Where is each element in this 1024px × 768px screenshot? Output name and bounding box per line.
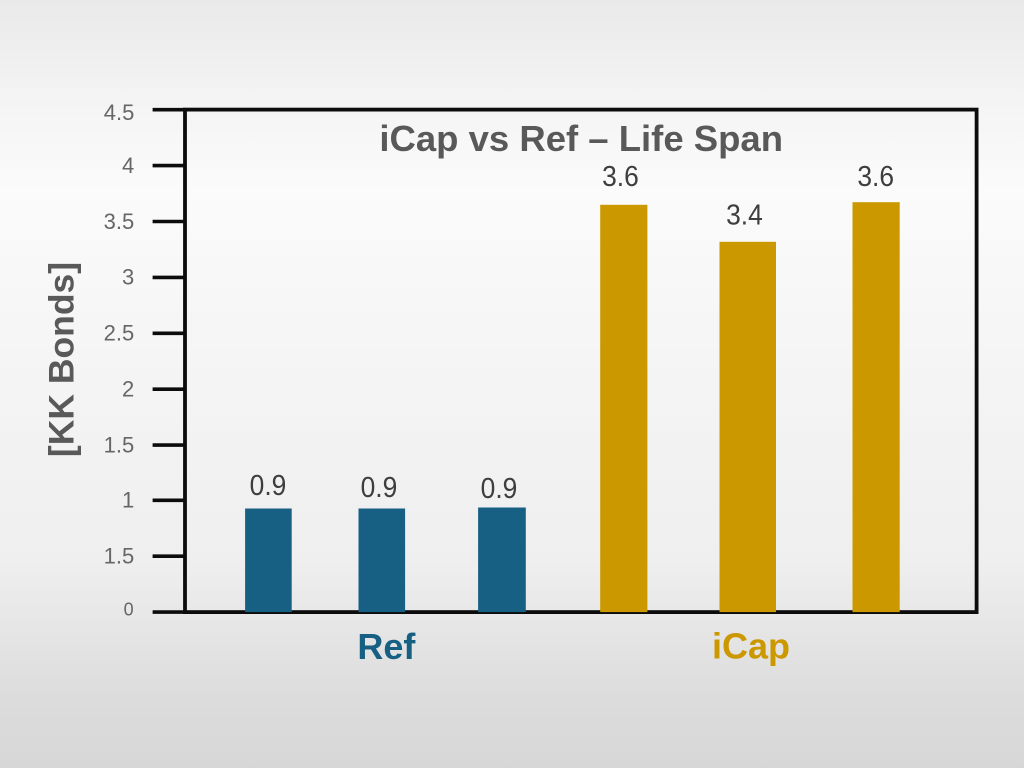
svg-text:4.5: 4.5 (104, 100, 135, 125)
svg-text:3.5: 3.5 (104, 209, 135, 234)
svg-text:iCap: iCap (712, 626, 790, 667)
svg-text:iCap vs Ref – Life Span: iCap vs Ref – Life Span (379, 118, 783, 159)
svg-text:3.6: 3.6 (602, 160, 639, 192)
svg-text:[KK Bonds]: [KK Bonds] (41, 262, 81, 457)
svg-text:3: 3 (122, 265, 134, 290)
svg-text:1.5: 1.5 (104, 543, 135, 568)
svg-text:0.9: 0.9 (481, 472, 518, 504)
svg-text:0.9: 0.9 (361, 471, 398, 503)
svg-text:4: 4 (122, 153, 134, 178)
svg-text:Ref: Ref (357, 626, 416, 667)
svg-text:2.5: 2.5 (104, 321, 135, 346)
svg-text:2: 2 (122, 377, 134, 402)
svg-text:0.9: 0.9 (250, 469, 287, 501)
svg-text:0: 0 (124, 599, 134, 619)
svg-text:3.4: 3.4 (726, 198, 763, 230)
svg-text:1.5: 1.5 (104, 432, 135, 457)
svg-text:3.6: 3.6 (857, 160, 894, 192)
svg-text:1: 1 (122, 488, 134, 513)
